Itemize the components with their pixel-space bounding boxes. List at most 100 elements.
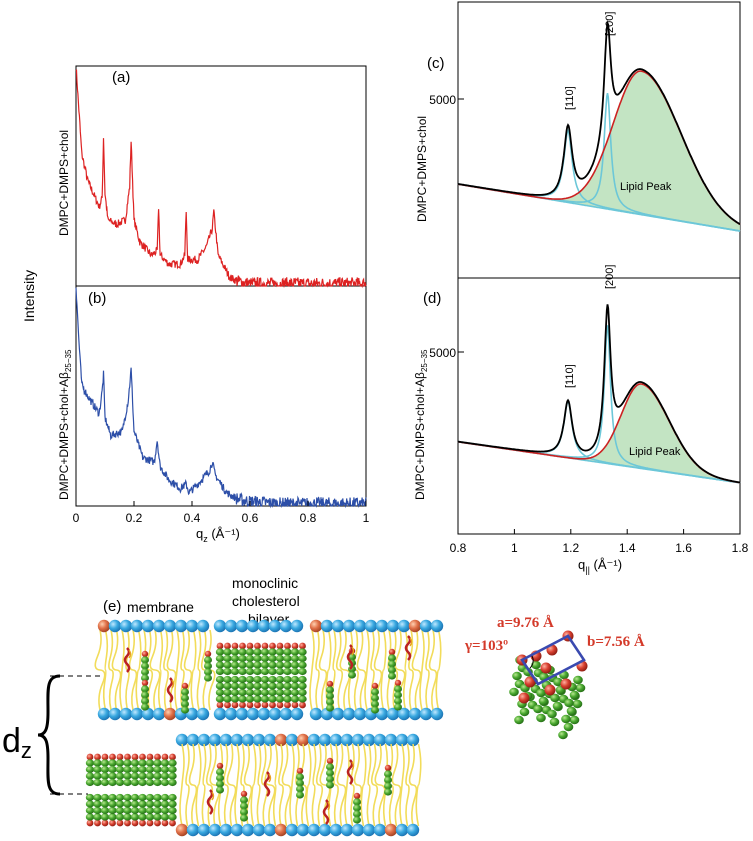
cholesterol-ring: [85, 778, 95, 787]
lipid-tail: [366, 784, 371, 827]
cholesterol-headgroup: [239, 642, 246, 650]
lipid-tail: [394, 629, 402, 671]
headgroup: [268, 619, 282, 633]
lipid-tail: [226, 743, 234, 786]
cholesterol-ring: [216, 774, 224, 782]
cholesterol-ring: [115, 778, 125, 787]
panel-d-ytick: 5000: [429, 346, 456, 360]
cholesterol-ring: [536, 713, 546, 723]
cholesterol-molecule: [326, 680, 334, 712]
headgroup: [296, 823, 310, 837]
cholesterol-headgroup: [231, 642, 239, 650]
cholesterol-headgroup: [116, 753, 124, 761]
cholesterol-ring: [100, 793, 110, 802]
cholesterol-ring: [290, 654, 300, 663]
panel-b-x-tick-label: 0: [73, 511, 80, 525]
headgroup: [268, 707, 282, 721]
headgroup: [219, 823, 233, 837]
lipid-tail: [401, 743, 405, 786]
cholesterol-headgroup: [246, 642, 254, 650]
lipid-tail: [405, 743, 410, 786]
cholesterol-ring: [230, 695, 240, 703]
lipid-tail: [343, 669, 351, 711]
headgroup: [318, 823, 332, 837]
cholesterol-ring: [160, 759, 170, 767]
panel-d-x-tick-label: 1.4: [619, 541, 636, 555]
cholesterol-ring: [168, 772, 177, 780]
lipid-tail: [223, 743, 229, 786]
cholesterol-ring: [130, 806, 140, 815]
cholesterol-molecule: [240, 790, 248, 822]
cholesterol-ring: [275, 667, 285, 676]
panel-b-frame: [75, 285, 367, 507]
panel-d-ylabel: DMPC+DMPS+chol+Aβ25−35: [413, 349, 429, 500]
cholesterol-ring: [298, 695, 307, 703]
headgroup: [224, 707, 238, 721]
headgroup: [351, 733, 365, 747]
headgroup: [219, 733, 233, 747]
lipid-tail: [257, 743, 262, 786]
headgroup: [430, 619, 444, 633]
cholesterol-headgroup: [161, 753, 169, 761]
cholesterol-ring: [238, 688, 247, 697]
headgroup: [386, 619, 400, 633]
cholesterol-ring: [130, 765, 140, 774]
lipid-tail: [374, 743, 382, 786]
cholesterol-ring: [93, 772, 102, 780]
headgroup: [406, 823, 420, 837]
cholesterol-ring: [533, 704, 543, 714]
lipid-tail: [108, 629, 114, 671]
cholesterol-ring: [130, 800, 140, 808]
membrane-stack: [85, 619, 444, 837]
cholesterol-headgroup: [131, 753, 139, 761]
lipid-tail: [104, 629, 109, 671]
headgroup: [353, 619, 367, 633]
cholesterol-ring: [115, 772, 125, 780]
cholesterol-ring: [394, 685, 402, 693]
dz-label: dz: [2, 722, 32, 763]
lipid-tail: [135, 669, 140, 711]
headgroup: [186, 733, 200, 747]
headgroup: [230, 733, 244, 747]
cholesterol-ring: [260, 661, 270, 669]
lipid-tail: [200, 629, 207, 671]
cholesterol-ring: [160, 772, 170, 780]
cholesterol-ring: [100, 765, 110, 774]
cholesterol-ring: [253, 682, 262, 690]
cholesterol-ring: [326, 704, 334, 712]
panel-b-x-tick-label: 0.4: [184, 511, 201, 525]
panel-b-xlabel-q: q: [196, 526, 203, 541]
cholesterol-ring: [85, 793, 95, 802]
cholesterol-ring: [100, 800, 110, 808]
cholesterol-ring: [230, 667, 240, 676]
cholesterol-ring: [260, 695, 270, 703]
headgroup: [408, 707, 422, 721]
headgroup: [163, 619, 177, 633]
cholesterol-ring: [240, 808, 248, 816]
panel-c-ylabel: DMPC+DMPS+chol: [415, 116, 429, 222]
headgroup: [224, 619, 238, 633]
lipid-tail: [428, 629, 435, 671]
headgroup: [307, 733, 321, 747]
lipid-tail: [419, 669, 423, 711]
cholesterol-ring: [512, 671, 522, 681]
cholesterol-ring: [275, 688, 285, 697]
headgroup: [263, 733, 277, 747]
cholesterol-ring: [145, 806, 155, 815]
headgroup: [285, 823, 299, 837]
lipid-tail: [312, 743, 317, 786]
lipid-tail: [405, 784, 410, 827]
panel-d-xlabel-unit: (Å⁻¹): [590, 557, 622, 572]
cholesterol-ring: [123, 813, 132, 821]
cholesterol-ring: [138, 765, 147, 774]
cholesterol-ring: [296, 779, 304, 787]
headgroup: [108, 619, 122, 633]
lipid-tail: [236, 743, 240, 786]
cholesterol-head: [394, 679, 402, 687]
cholesterol-molecule: [394, 679, 402, 711]
cholesterol-ring: [108, 778, 117, 787]
cholesterol-column: [558, 682, 580, 740]
lipid-tail: [183, 629, 190, 671]
cholesterol-ring: [230, 688, 240, 697]
panel-d-x-tick-label: 1: [511, 541, 518, 555]
